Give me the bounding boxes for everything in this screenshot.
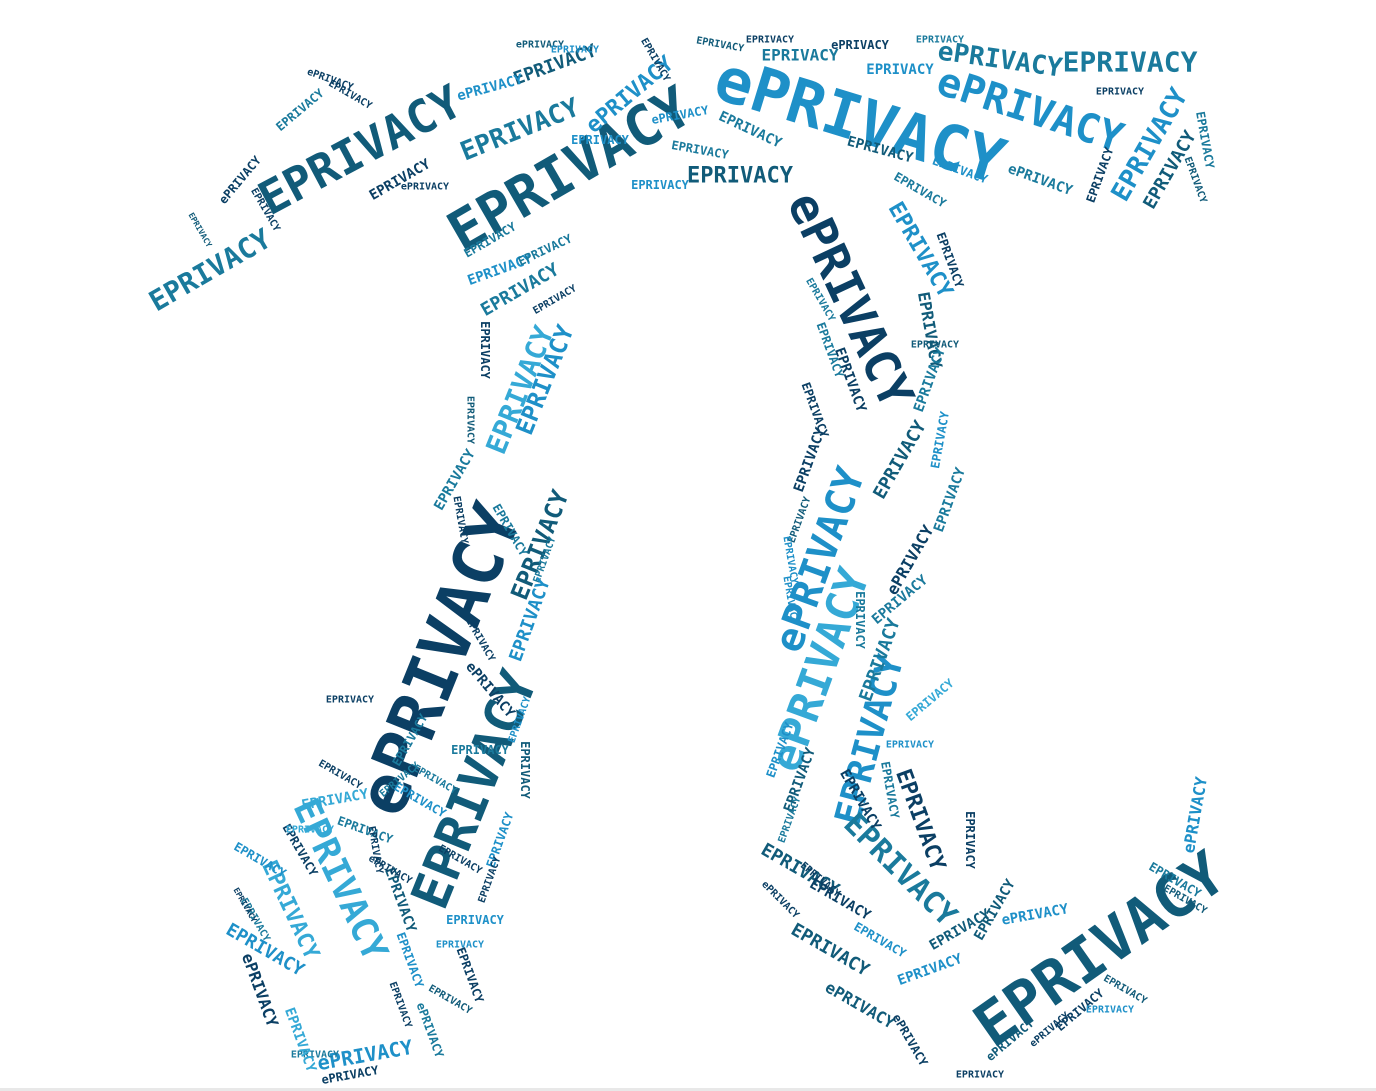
cloud-word: EPRIVACY xyxy=(551,45,599,56)
cloud-word: EPRIVACY xyxy=(746,35,794,46)
cloud-word: EPRIVACY xyxy=(186,211,213,249)
cloud-word: ePRIVACY xyxy=(759,879,801,921)
cloud-word: EPRIVACY xyxy=(273,86,327,134)
cloud-word: EPRIVACY xyxy=(571,133,630,147)
cloud-word: EPRIVACY xyxy=(869,417,931,503)
cloud-word: EPRIVACY xyxy=(454,945,487,1005)
cloud-word: EPRIVACY xyxy=(1101,973,1148,1007)
cloud-word: EPRIVACY xyxy=(518,741,532,800)
cloud-word: ePRIVACY xyxy=(455,71,525,104)
cloud-word: ePRIVACY xyxy=(1179,775,1211,855)
cloud-word: EPRIVACY xyxy=(300,786,370,814)
cloud-word: EPRIVACY xyxy=(326,695,374,706)
cloud-word: ePRIVACY xyxy=(414,1000,447,1060)
cloud-word: EPRIVACY xyxy=(695,35,744,54)
cloud-word: EPRIVACY xyxy=(465,396,476,444)
cloud-word: EPRIVACY xyxy=(687,164,794,189)
cloud-word: EPRIVACY xyxy=(931,465,969,534)
cloud-word: EPRIVACY xyxy=(1086,1005,1134,1016)
cloud-word: EPRIVACY xyxy=(477,855,504,904)
cloud-word: EPRIVACY xyxy=(866,62,934,78)
cloud-word: EPRIVACY xyxy=(761,46,838,65)
cloud-word: EPRIVACY xyxy=(886,740,934,751)
cloud-word: EPRIVACY xyxy=(231,886,258,924)
cloud-word: EPRIVACY xyxy=(903,676,957,724)
cloud-word: EPRIVACY xyxy=(143,222,276,318)
cloud-word: EPRIVACY xyxy=(911,340,959,351)
cloud-word: EPRIVACY xyxy=(963,811,977,870)
cloud-word: EPRIVACY xyxy=(1063,46,1198,79)
cloud-word: ePRIVACY xyxy=(831,38,890,52)
cloud-word: ePRIVACY xyxy=(1000,901,1070,929)
cloud-word: EPRIVACY xyxy=(451,743,510,757)
cloud-word: EPRIVACY xyxy=(896,951,965,989)
cloud-word: EPRIVACY xyxy=(670,138,730,162)
cloud-word: EPRIVACY xyxy=(777,795,804,844)
cloud-word: ePRIVACY xyxy=(889,1011,930,1069)
cloud-word: EPRIVACY xyxy=(853,591,867,650)
cloud-word: ePRIVACY xyxy=(1006,161,1075,199)
cloud-word: EPRIVACY xyxy=(962,838,1239,1061)
cloud-word: ePRIVACY xyxy=(401,182,449,193)
cloud-word: EPRIVACY xyxy=(291,1050,339,1061)
cloud-word: EPRIVACY xyxy=(394,930,427,990)
cloud-word: ePRIVACY xyxy=(516,40,564,51)
cloud-word: EPRIVACY xyxy=(956,1070,1004,1081)
cloud-word: EPRIVACY xyxy=(916,35,964,46)
cloud-word: ePRIVACY xyxy=(822,978,899,1033)
cloud-word: EPRIVACY xyxy=(387,980,414,1029)
cloud-word: EPRIVACY xyxy=(281,1006,319,1075)
cloud-word: EPRIVACY xyxy=(478,321,492,380)
cloud-word: EPRIVACY xyxy=(436,940,484,951)
cloud-word: EPRIVACY xyxy=(928,410,952,470)
cloud-word: EPRIVACY xyxy=(631,178,690,192)
cloud-word: EPRIVACY xyxy=(446,913,505,927)
cloud-word: EPRIVACY xyxy=(426,983,473,1017)
cloud-word: EPRIVACY xyxy=(286,825,334,836)
cloud-word: EPRIVACY xyxy=(1096,87,1144,98)
bottom-divider xyxy=(0,1088,1376,1091)
